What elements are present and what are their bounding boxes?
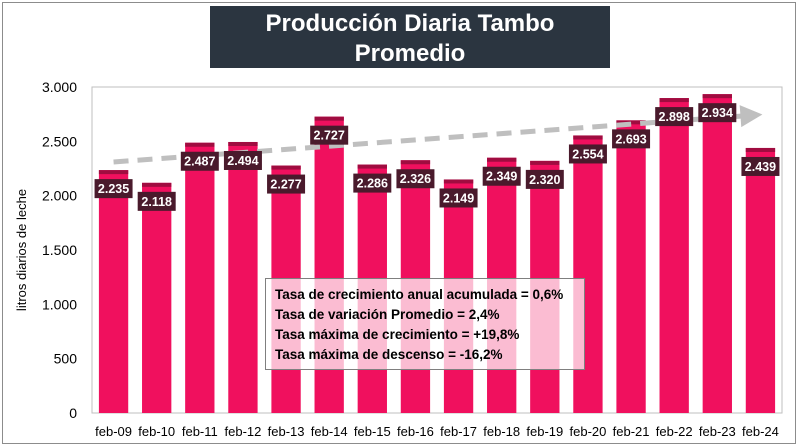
x-tick-label: feb-12	[225, 424, 262, 439]
x-axis: feb-09 feb-10 feb-11 feb-12 feb-13 feb-14 feb-…	[95, 424, 779, 439]
bar	[228, 141, 258, 413]
x-tick-label: feb-15	[354, 424, 391, 439]
x-tick-label: feb-22	[656, 424, 693, 439]
value-label-bg	[310, 125, 349, 145]
x-tick-label: feb-21	[613, 424, 650, 439]
x-tick-label: feb-11	[182, 424, 218, 439]
value-label: 2.277	[270, 178, 301, 192]
bar	[573, 135, 603, 413]
value-label-bg	[439, 188, 478, 208]
trend-line	[113, 105, 763, 165]
bar-top-edge	[659, 98, 689, 103]
bar-top-edge	[271, 165, 301, 170]
stat-max-decline: Tasa máxima de descenso = -16,2%	[275, 347, 503, 362]
x-tick-label: feb-13	[268, 424, 305, 439]
bar-top-edge	[487, 157, 517, 162]
chart-title: Producción Diaria Tambo Promedio	[265, 10, 555, 67]
value-label: 2.487	[184, 155, 215, 169]
x-tick-label: feb-18	[483, 424, 520, 439]
y-axis: 0 500 1.000 1.500 2.000 2.500 3.000	[42, 79, 77, 421]
value-label: 2.118	[141, 195, 172, 209]
stats-box: Tasa de crecimiento anual acumulada = 0,…	[265, 278, 585, 370]
y-tick-label: 1.500	[42, 242, 77, 258]
y-axis-label: litros diarios de leche	[14, 189, 29, 311]
value-label: 2.494	[227, 154, 258, 168]
value-label-bg	[525, 169, 564, 189]
bar	[185, 142, 215, 413]
chart-subtitle: - últimos 15 años: mes de febrero de cad…	[229, 70, 591, 89]
x-tick-label: feb-10	[138, 424, 175, 439]
value-label-bg	[655, 107, 694, 127]
value-label: 2.898	[659, 110, 690, 124]
bar-top-edge	[616, 120, 646, 125]
value-label: 2.727	[314, 129, 345, 143]
value-label: 2.286	[357, 177, 388, 191]
y-tick-label: 0	[69, 405, 77, 421]
y-tick-label: 3.000	[42, 79, 77, 95]
y-tick-label: 2.000	[42, 188, 77, 204]
value-label: 2.439	[745, 160, 776, 174]
x-tick-label: feb-09	[95, 424, 132, 439]
x-tick-label: feb-19	[526, 424, 563, 439]
bar-top-edge	[530, 160, 560, 165]
value-label-bg	[180, 151, 219, 171]
x-tick-label: feb-14	[311, 424, 348, 439]
value-label-bg	[353, 173, 392, 193]
value-label-bg	[698, 103, 737, 123]
value-label-bg	[267, 174, 306, 194]
y-tick-label: 500	[54, 351, 78, 367]
x-tick-label: feb-23	[699, 424, 736, 439]
bar	[98, 170, 129, 413]
stat-avg-variation: Tasa de variación Promedio = 2,4%	[275, 307, 500, 322]
bar-top-edge	[314, 116, 344, 121]
value-label: 2.349	[486, 170, 517, 184]
x-tick-label: feb-17	[440, 424, 477, 439]
value-label: 2.149	[443, 191, 474, 205]
value-label-bg	[396, 169, 435, 189]
x-tick-label: feb-16	[397, 424, 434, 439]
value-label-bg	[94, 179, 133, 199]
x-tick-label: feb-24	[742, 424, 779, 439]
bar-top-edge	[745, 147, 776, 152]
value-label-bg	[482, 166, 521, 186]
value-labels: 2.235 2.118 2.487 2.494 2.277 2.727 2.286 2.326…	[94, 103, 780, 211]
stat-cagr: Tasa de crecimiento anual acumulada = 0,…	[275, 287, 564, 302]
y-tick-label: 2.500	[42, 133, 77, 149]
bar-top-edge	[98, 170, 129, 175]
bar	[702, 94, 732, 413]
value-label-bg	[568, 144, 607, 164]
bar	[745, 147, 776, 413]
bar	[142, 182, 172, 413]
value-label: 2.554	[572, 147, 603, 161]
bar-top-edge	[443, 179, 474, 184]
value-label: 2.934	[702, 106, 733, 120]
bar-top-edge	[573, 135, 603, 140]
value-label: 2.693	[615, 132, 646, 146]
value-label: 2.235	[98, 182, 129, 196]
value-label-bg	[741, 156, 780, 176]
bar-top-edge	[357, 164, 387, 169]
bar-top-edge	[185, 142, 215, 147]
value-label: 2.326	[400, 172, 431, 186]
bar-top-edge	[400, 160, 431, 165]
value-label-bg	[612, 129, 651, 149]
value-label: 2.320	[529, 173, 560, 187]
x-tick-label: feb-20	[570, 424, 607, 439]
bar-top-edge	[228, 141, 258, 146]
bar	[616, 120, 646, 414]
bar-top-edge	[702, 94, 732, 99]
y-tick-label: 1.000	[42, 296, 77, 312]
title-box: Producción Diaria Tambo Promedio - últim…	[210, 6, 610, 89]
value-label-bg	[137, 191, 176, 211]
bar	[659, 98, 689, 414]
trend-line-dashes	[113, 112, 753, 165]
stat-max-growth: Tasa máxima de crecimiento = +19,8%	[275, 327, 520, 342]
value-label-bg	[223, 150, 262, 170]
bar-top-edge	[142, 182, 172, 187]
trend-arrowhead	[739, 105, 763, 128]
